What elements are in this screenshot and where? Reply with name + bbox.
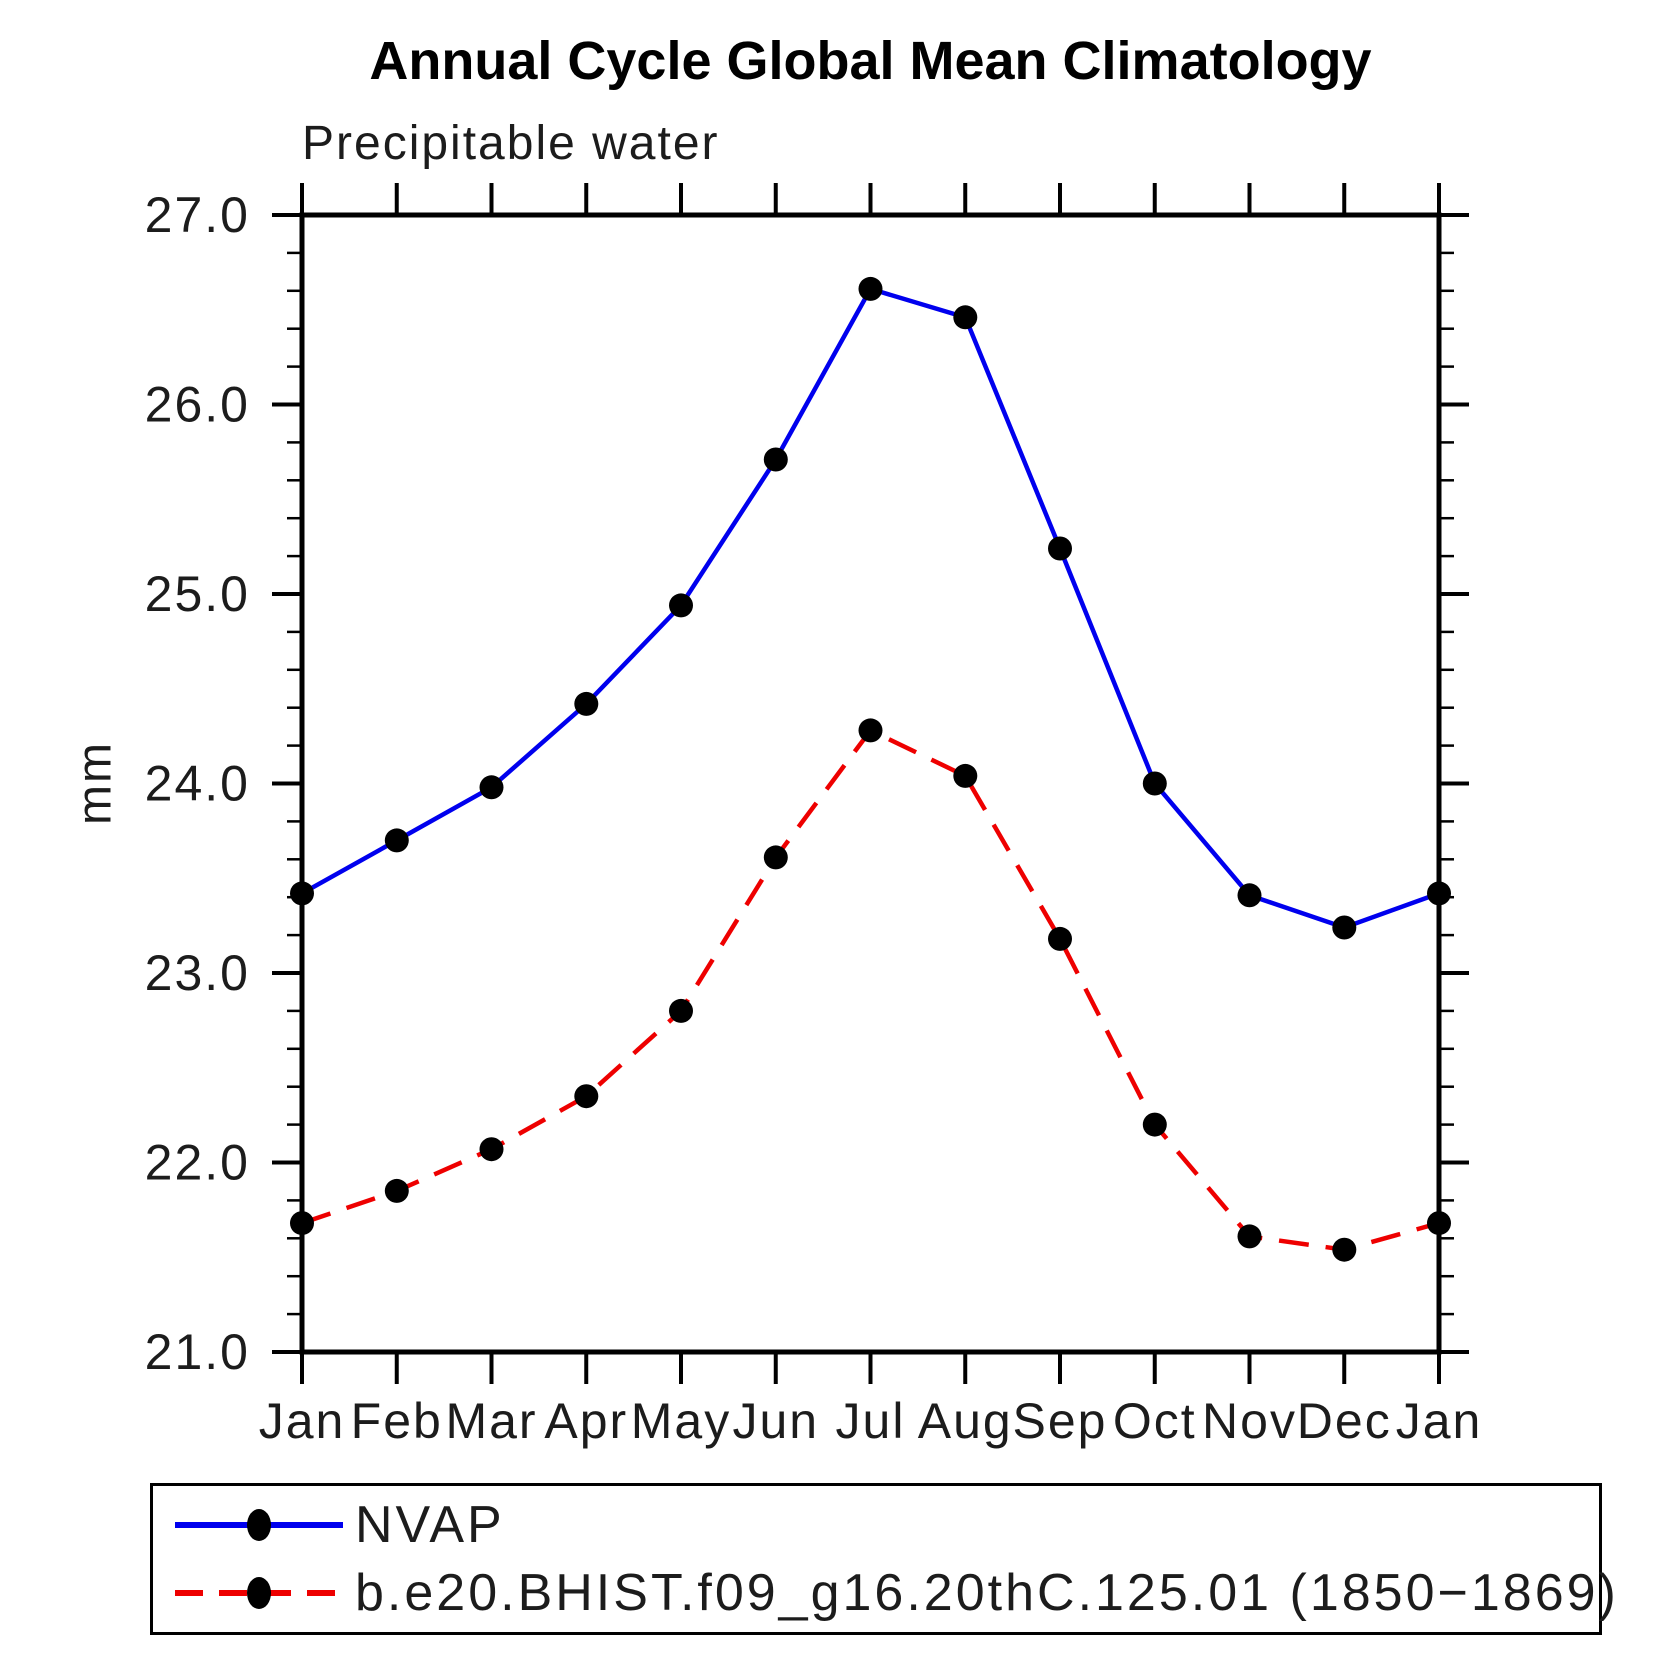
data-point-marker bbox=[1332, 915, 1357, 940]
x-tick-label: Nov bbox=[1202, 1393, 1297, 1449]
data-point-marker bbox=[858, 276, 883, 301]
data-point-marker bbox=[669, 593, 693, 618]
data-point-marker bbox=[1048, 536, 1072, 561]
x-tick-label: Jun bbox=[732, 1393, 819, 1449]
chart-subtitle: Precipitable water bbox=[302, 117, 720, 170]
data-point-marker bbox=[384, 828, 409, 853]
data-point-marker bbox=[763, 845, 788, 870]
chart-title: Annual Cycle Global Mean Climatology bbox=[369, 31, 1372, 91]
legend-swatch-model bbox=[175, 1576, 343, 1609]
y-tick-label: 27.0 bbox=[145, 187, 250, 243]
data-point-marker bbox=[953, 305, 978, 330]
data-point-marker bbox=[479, 775, 504, 800]
legend-marker-dot bbox=[247, 1576, 271, 1609]
data-point-marker bbox=[953, 763, 978, 788]
data-point-marker bbox=[763, 447, 788, 472]
x-tick-label: May bbox=[631, 1393, 731, 1449]
y-tick-label: 21.0 bbox=[145, 1324, 250, 1380]
legend-label-nvap: NVAP bbox=[355, 1496, 505, 1555]
x-tick-label: Sep bbox=[1013, 1393, 1108, 1449]
x-tick-label: Mar bbox=[445, 1393, 537, 1449]
legend-item-nvap: NVAP bbox=[163, 1493, 1599, 1557]
x-tick-label: Jul bbox=[836, 1393, 906, 1449]
axis-frame bbox=[299, 212, 1442, 1355]
data-point-marker bbox=[1332, 1237, 1357, 1262]
x-tick-label: Dec bbox=[1297, 1393, 1392, 1449]
data-point-marker bbox=[574, 1084, 599, 1109]
data-point-marker bbox=[290, 881, 314, 906]
y-tick-label: 23.0 bbox=[145, 945, 250, 1001]
x-tick-label: Jan bbox=[1396, 1393, 1483, 1449]
data-point-marker bbox=[1237, 883, 1262, 908]
data-point-marker bbox=[384, 1178, 409, 1203]
legend: NVAP b.e20.BHIST.f09_g16.20thC.125.01 (1… bbox=[150, 1483, 1616, 1635]
data-point-marker bbox=[479, 1137, 504, 1162]
x-tick-label: Oct bbox=[1113, 1393, 1197, 1449]
data-point-marker bbox=[669, 998, 693, 1023]
series-line-model bbox=[301, 727, 1440, 1252]
data-point-marker bbox=[1048, 926, 1072, 951]
legend-label-model: b.e20.BHIST.f09_g16.20thC.125.01 (1850−1… bbox=[355, 1563, 1619, 1622]
legend-item-model: b.e20.BHIST.f09_g16.20thC.125.01 (1850−1… bbox=[163, 1561, 1616, 1625]
legend-swatch-nvap bbox=[175, 1509, 343, 1542]
data-point-marker bbox=[1427, 881, 1451, 906]
y-tick-label: 25.0 bbox=[145, 566, 250, 622]
data-point-marker bbox=[574, 691, 599, 716]
x-tick-label: Feb bbox=[351, 1393, 443, 1449]
data-point-marker bbox=[1142, 771, 1167, 796]
y-tick-label: 26.0 bbox=[145, 377, 250, 433]
y-tick-label: 24.0 bbox=[145, 756, 250, 812]
series-line-nvap bbox=[300, 286, 1440, 930]
x-tick-label: Jan bbox=[259, 1393, 346, 1449]
data-point-marker bbox=[1142, 1112, 1167, 1137]
x-tick-label: Apr bbox=[544, 1393, 628, 1449]
data-point-marker bbox=[1237, 1224, 1262, 1249]
y-tick-label: 22.0 bbox=[145, 1135, 250, 1191]
data-point-marker bbox=[290, 1211, 314, 1236]
x-tick-label: Aug bbox=[918, 1393, 1013, 1449]
data-point-marker bbox=[1427, 1211, 1451, 1236]
data-point-marker bbox=[858, 718, 883, 743]
legend-marker-dot bbox=[247, 1509, 271, 1542]
